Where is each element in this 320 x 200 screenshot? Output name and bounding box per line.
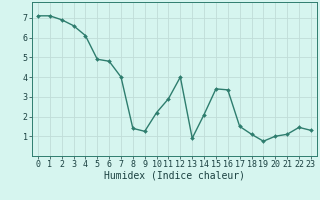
X-axis label: Humidex (Indice chaleur): Humidex (Indice chaleur): [104, 171, 245, 181]
